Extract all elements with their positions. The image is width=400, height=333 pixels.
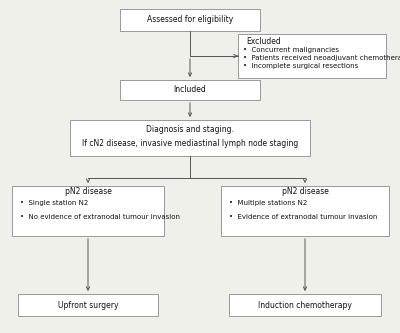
Bar — [238, 34, 386, 78]
Bar — [18, 294, 158, 316]
Text: Induction chemotherapy: Induction chemotherapy — [258, 300, 352, 309]
Text: •  Multiple stations N2: • Multiple stations N2 — [229, 200, 307, 206]
Text: Excluded: Excluded — [246, 37, 281, 46]
Bar — [221, 186, 389, 236]
Bar — [229, 294, 381, 316]
Text: pN2 disease: pN2 disease — [64, 186, 112, 195]
Text: •  Evidence of extranodal tumour invasion: • Evidence of extranodal tumour invasion — [229, 214, 377, 220]
Text: •  Incomplete surgical resections: • Incomplete surgical resections — [243, 63, 358, 69]
Bar — [70, 120, 310, 156]
Text: Diagnosis and staging.: Diagnosis and staging. — [146, 126, 234, 135]
Text: •  Single station N2: • Single station N2 — [20, 200, 88, 206]
Bar — [120, 9, 260, 31]
Text: •  Concurrent malignancies: • Concurrent malignancies — [243, 47, 339, 53]
Bar — [120, 80, 260, 100]
Text: Assessed for eligibility: Assessed for eligibility — [147, 16, 233, 25]
Text: Upfront surgery: Upfront surgery — [58, 300, 118, 309]
Bar — [12, 186, 164, 236]
Text: pN2 disease: pN2 disease — [282, 186, 328, 195]
Text: •  Patients received neoadjuvant chemotherapy: • Patients received neoadjuvant chemothe… — [243, 55, 400, 61]
Text: If cN2 disease, invasive mediastinal lymph node staging: If cN2 disease, invasive mediastinal lym… — [82, 140, 298, 149]
Text: •  No evidence of extranodal tumour invasion: • No evidence of extranodal tumour invas… — [20, 214, 180, 220]
Text: Included: Included — [174, 86, 206, 95]
